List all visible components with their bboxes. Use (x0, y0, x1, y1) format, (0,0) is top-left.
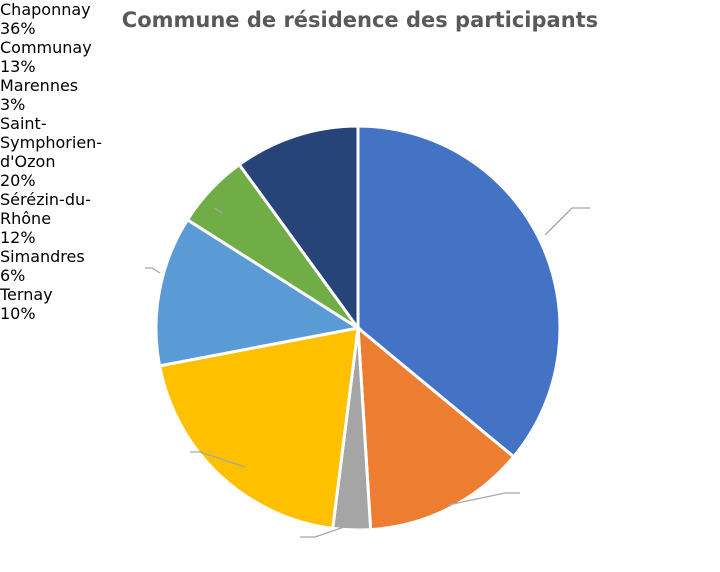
category-label: Saint-Symphorien-d'Ozon (0, 114, 103, 171)
category-label: Sérézin-du-Rhône (0, 190, 91, 228)
value-label: 20% (0, 171, 36, 190)
data-label: Chaponnay 36% (0, 0, 140, 38)
data-label: Saint-Symphorien-d'Ozon 20% (0, 114, 130, 190)
pie-slice (154, 217, 363, 368)
value-label: 3% (0, 95, 26, 114)
category-label: Simandres (0, 247, 85, 266)
leader-line (145, 267, 161, 274)
leader-line (190, 451, 246, 468)
value-label: 36% (0, 19, 36, 38)
value-label: 13% (0, 57, 36, 76)
pie-slice (356, 324, 516, 532)
data-label: Marennes 3% (0, 76, 120, 114)
data-label: Ternay 10% (0, 285, 100, 323)
data-label: Simandres 6% (0, 247, 120, 285)
leader-line (447, 492, 520, 506)
value-label: 12% (0, 228, 36, 247)
pie-slice (157, 326, 360, 531)
leader-line (300, 524, 351, 538)
chart-title: Commune de résidence des participants (121, 8, 599, 32)
leader-line (214, 207, 223, 214)
data-label: Communay 13% (0, 38, 140, 76)
data-label: Sérézin-du-Rhône 12% (0, 190, 115, 247)
value-label: 6% (0, 266, 26, 285)
category-label: Chaponnay (0, 0, 91, 19)
value-label: 10% (0, 304, 36, 323)
pie-slice (237, 124, 360, 333)
leader-line (544, 207, 590, 236)
category-label: Marennes (0, 76, 79, 95)
pie-slice (356, 124, 562, 459)
category-label: Ternay (0, 285, 53, 304)
category-label: Communay (0, 38, 92, 57)
